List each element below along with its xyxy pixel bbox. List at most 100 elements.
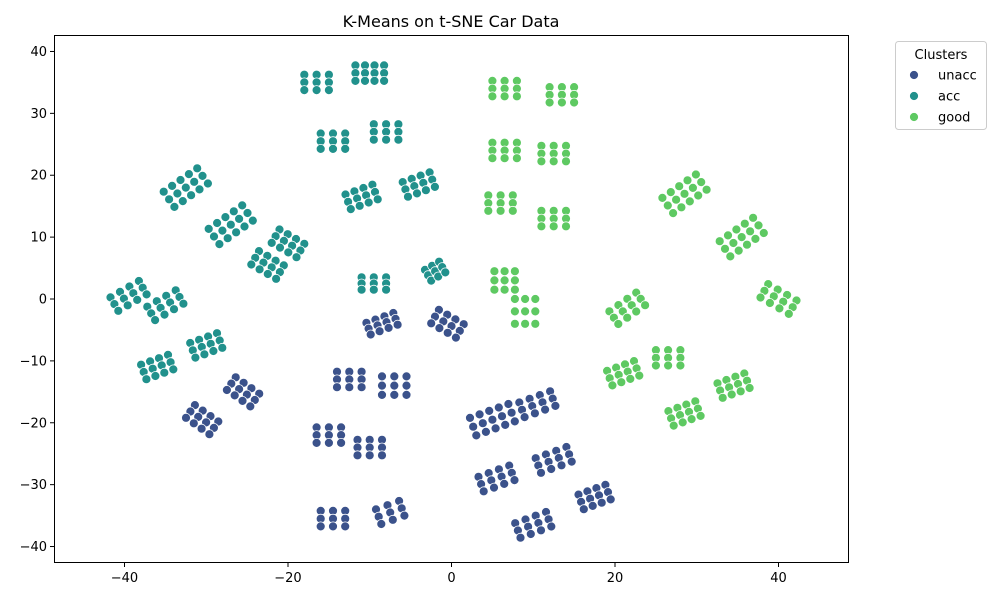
data-point-good xyxy=(679,188,690,199)
data-point-acc xyxy=(169,304,179,315)
data-point-acc xyxy=(228,206,239,217)
legend-label-good: good xyxy=(938,111,970,126)
data-point-acc xyxy=(186,190,197,201)
legend-label-unacc: unacc xyxy=(938,69,977,84)
data-point-unacc xyxy=(506,407,517,418)
data-point-unacc xyxy=(489,482,499,493)
data-point-acc xyxy=(189,176,200,187)
data-point-good xyxy=(483,205,494,216)
data-point-good xyxy=(742,239,752,250)
data-point-good xyxy=(674,181,685,192)
data-point-good xyxy=(783,308,794,319)
data-point-acc xyxy=(172,188,183,199)
data-point-good xyxy=(695,410,706,421)
data-point-acc xyxy=(379,76,390,86)
data-point-good xyxy=(520,294,530,304)
data-point-acc xyxy=(180,182,191,193)
data-point-acc xyxy=(350,76,361,86)
data-point-unacc xyxy=(471,430,482,441)
data-point-acc xyxy=(368,134,379,145)
x-tick-label: 20 xyxy=(607,571,624,586)
data-point-acc xyxy=(194,184,205,195)
data-point-unacc xyxy=(546,521,557,532)
data-point-acc xyxy=(208,346,219,356)
data-point-good xyxy=(607,380,618,391)
data-point-good xyxy=(668,420,679,431)
data-point-good xyxy=(675,360,686,371)
data-point-unacc xyxy=(315,521,326,532)
data-point-good xyxy=(682,175,693,186)
data-point-unacc xyxy=(389,389,400,400)
data-point-acc xyxy=(122,300,133,311)
data-point-unacc xyxy=(204,429,215,440)
data-point-acc xyxy=(412,188,422,199)
data-point-good xyxy=(665,187,676,198)
data-point-good xyxy=(651,360,661,371)
data-point-unacc xyxy=(477,418,488,429)
data-point-good xyxy=(728,238,739,248)
data-point-unacc xyxy=(221,385,232,395)
data-point-unacc xyxy=(374,326,385,337)
data-point-good xyxy=(774,303,785,314)
data-point-acc xyxy=(141,289,152,300)
data-point-good xyxy=(625,373,636,384)
data-point-good xyxy=(663,360,673,371)
data-point-unacc xyxy=(377,380,387,391)
data-point-good xyxy=(561,221,571,232)
data-point-unacc xyxy=(399,510,410,521)
data-point-acc xyxy=(169,201,180,212)
y-tick-label: −30 xyxy=(20,478,47,493)
data-point-acc xyxy=(360,76,370,86)
data-point-acc xyxy=(311,85,322,95)
data-point-good xyxy=(750,233,761,244)
data-point-good xyxy=(499,275,510,286)
data-point-acc xyxy=(167,180,178,191)
data-point-unacc xyxy=(556,460,567,471)
data-point-unacc xyxy=(426,318,437,329)
data-point-good xyxy=(510,266,520,277)
data-point-acc xyxy=(175,175,186,185)
data-point-acc xyxy=(190,352,201,363)
x-tick-label: −20 xyxy=(274,571,301,586)
data-point-acc xyxy=(178,298,189,309)
data-point-acc xyxy=(203,223,214,234)
data-point-good xyxy=(671,194,681,205)
data-point-good xyxy=(530,294,541,304)
data-point-unacc xyxy=(376,519,387,529)
data-point-unacc xyxy=(340,521,351,532)
data-point-unacc xyxy=(389,380,400,391)
data-point-good xyxy=(686,414,697,425)
data-point-unacc xyxy=(237,395,248,406)
data-point-good xyxy=(510,294,520,304)
data-point-good xyxy=(499,91,510,102)
y-tick-label: 10 xyxy=(30,231,47,246)
data-point-acc xyxy=(429,181,440,192)
data-point-good xyxy=(557,97,567,108)
data-point-acc xyxy=(328,143,338,154)
data-point-unacc xyxy=(377,450,387,461)
data-point-acc xyxy=(158,186,169,197)
data-point-acc xyxy=(177,196,188,207)
data-point-acc xyxy=(237,200,248,211)
data-point-unacc xyxy=(229,390,240,401)
data-point-unacc xyxy=(487,414,498,425)
data-point-good xyxy=(735,386,746,397)
data-point-unacc xyxy=(465,412,475,423)
data-point-good xyxy=(510,275,520,286)
data-point-acc xyxy=(197,170,208,181)
data-point-acc xyxy=(150,315,161,326)
data-point-unacc xyxy=(480,426,491,437)
data-point-acc xyxy=(266,237,277,248)
data-point-unacc xyxy=(365,329,376,340)
x-tick-label: 40 xyxy=(770,571,787,586)
data-point-good xyxy=(733,245,744,256)
data-point-good xyxy=(753,220,764,231)
data-point-unacc xyxy=(550,400,561,411)
data-point-unacc xyxy=(442,327,453,338)
data-point-acc xyxy=(271,273,282,284)
data-point-unacc xyxy=(474,409,485,420)
data-point-good xyxy=(696,177,707,188)
data-point-good xyxy=(701,184,712,195)
data-point-acc xyxy=(345,204,356,215)
